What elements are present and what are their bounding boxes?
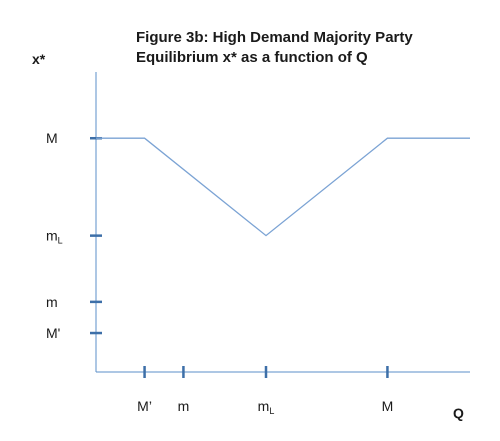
y-tick-label-2: m (46, 294, 58, 310)
y-tick-label-0: M (46, 130, 58, 146)
y-tick-label-1: mL (46, 228, 63, 246)
x-tick-label-3: M (382, 398, 394, 414)
y-tick-label-3: M' (46, 325, 60, 341)
chart-title-line-2: Equilibrium x* as a function of Q (136, 49, 368, 66)
plot-area: MmL m M' M’ m mL M (46, 72, 470, 416)
series-line-0 (96, 138, 470, 235)
x-axis-label: Q (453, 405, 464, 421)
x-tick-label-1: m (178, 398, 190, 414)
chart-title-line-1: Figure 3b: High Demand Majority Party (136, 29, 413, 46)
x-tick-label-2: mL (258, 398, 275, 416)
y-axis-label: x* (32, 51, 46, 67)
x-tick-label-0: M’ (137, 398, 152, 414)
